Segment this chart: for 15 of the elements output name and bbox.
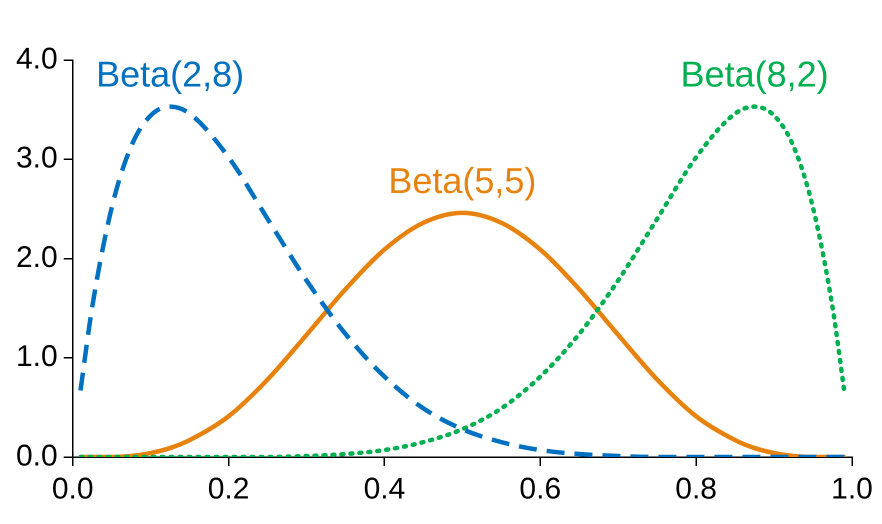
y-tick-label: 2.0: [16, 240, 58, 274]
y-tick-label: 0.0: [16, 439, 58, 472]
line-series: [78, 104, 846, 457]
x-tick-label: 0.4: [364, 472, 406, 506]
series-label: Beta(8,2): [680, 54, 829, 95]
y-tick-label: 4.0: [16, 42, 58, 76]
series-label: Beta(2,8): [96, 54, 244, 95]
x-tick-label: 1.0: [831, 472, 873, 506]
x-tick-label: 0.2: [208, 472, 250, 506]
x-tick-label: 0.6: [519, 472, 562, 506]
series-label: Beta(5,5): [388, 160, 536, 201]
y-tick-label: 3.0: [16, 142, 58, 175]
y-tick-label: 1.0: [16, 340, 58, 374]
x-tick-label: 0.0: [52, 472, 94, 506]
x-tick-label: 0.8: [675, 472, 717, 506]
